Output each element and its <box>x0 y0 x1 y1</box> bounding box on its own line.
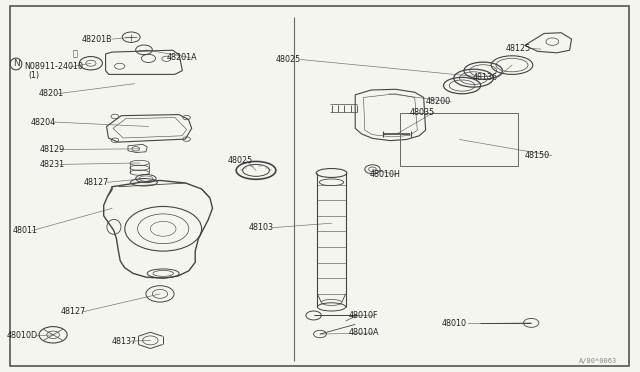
Text: 48150: 48150 <box>525 151 550 160</box>
Text: 48201A: 48201A <box>166 53 197 62</box>
Text: 48010H: 48010H <box>369 170 400 179</box>
Text: 48125: 48125 <box>506 44 531 53</box>
Text: N: N <box>13 60 19 68</box>
Text: 48025: 48025 <box>227 156 252 165</box>
Text: 48204: 48204 <box>31 118 56 126</box>
Text: 48231: 48231 <box>40 160 65 169</box>
Text: 48011: 48011 <box>13 226 38 235</box>
Text: 48127: 48127 <box>83 178 108 187</box>
Text: 48010: 48010 <box>442 319 467 328</box>
Text: 48010F: 48010F <box>349 311 378 320</box>
Text: 48129: 48129 <box>40 145 65 154</box>
Text: N08911-24010: N08911-24010 <box>24 62 83 71</box>
Text: 48010D: 48010D <box>6 331 38 340</box>
Text: 48035: 48035 <box>410 108 435 117</box>
Text: 48201B: 48201B <box>82 35 113 44</box>
Text: 48136: 48136 <box>472 73 497 82</box>
Text: 48200: 48200 <box>426 97 451 106</box>
Text: 48103: 48103 <box>248 223 273 232</box>
Text: 48201: 48201 <box>38 89 63 98</box>
Text: 48010A: 48010A <box>349 328 380 337</box>
Text: A/80*0063: A/80*0063 <box>579 358 618 364</box>
Text: Ⓝ: Ⓝ <box>72 49 77 58</box>
Text: 48025: 48025 <box>275 55 300 64</box>
Text: (1): (1) <box>29 71 40 80</box>
Text: 48127: 48127 <box>61 307 86 316</box>
Text: 48137: 48137 <box>112 337 137 346</box>
